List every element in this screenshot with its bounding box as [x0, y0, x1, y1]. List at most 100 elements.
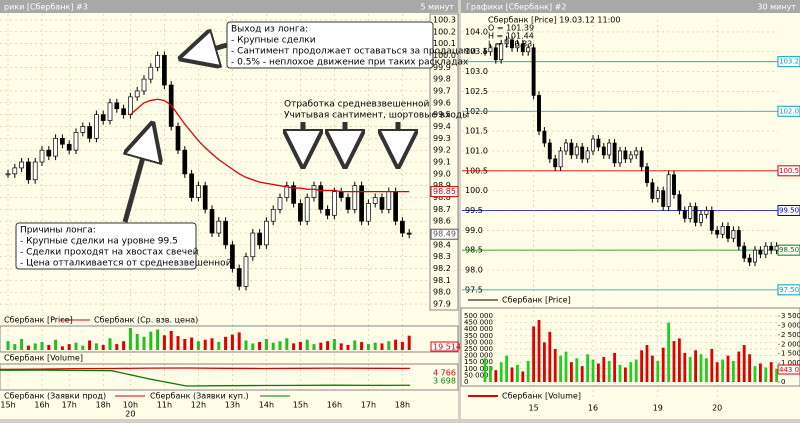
y2-tick-label: 2 500	[781, 331, 800, 339]
volume-bar	[688, 356, 692, 382]
candle	[304, 197, 310, 222]
volume-bar	[516, 364, 519, 382]
volume-bar	[230, 334, 234, 350]
x-tick-label: 14h	[259, 401, 274, 410]
candle	[73, 132, 79, 151]
candle	[763, 245, 768, 255]
candle	[359, 185, 364, 222]
left-titlebar[interactable]	[0, 0, 458, 13]
y2-tick-label: 3 500	[781, 312, 800, 320]
y2-tick-label: 3 000	[781, 321, 800, 329]
candle	[693, 206, 698, 223]
window-title: рики [Сбербанк] #3	[4, 3, 88, 12]
candle	[291, 185, 296, 204]
volume-bar	[224, 336, 228, 350]
y-tick-label: 99.0	[433, 169, 451, 178]
right-titlebar[interactable]	[461, 0, 800, 13]
price-tag-label: 98.50	[779, 246, 799, 254]
candle	[526, 47, 531, 53]
y-tick-label: 450 000	[464, 319, 493, 327]
volume-bar	[494, 370, 498, 382]
candle	[666, 174, 671, 207]
orders-line	[0, 367, 411, 371]
y-tick-label: 99.0	[465, 226, 483, 235]
y2-tick-label: 1 500	[781, 350, 800, 358]
volume-bar	[332, 339, 336, 350]
note-line: Учитывая сантимент, шортовые входы	[284, 111, 469, 121]
volume-bar	[564, 351, 568, 382]
volume-bar	[162, 335, 166, 350]
volume-bar	[394, 339, 398, 350]
candle	[493, 47, 498, 61]
candle	[704, 210, 709, 215]
x-tick-label: 15h	[0, 401, 15, 410]
candle	[94, 114, 99, 139]
candle	[379, 197, 385, 210]
candle	[601, 146, 606, 156]
readout: 19 514	[433, 343, 461, 352]
volume-bar	[732, 360, 735, 382]
volume-bar	[483, 358, 487, 382]
candle	[114, 102, 120, 110]
volume-bar	[602, 356, 606, 382]
volume-bar	[366, 344, 370, 350]
price-tag-label: 103.25	[779, 58, 800, 66]
volume-bar	[769, 362, 773, 382]
price-tag-label: 99.50	[779, 206, 799, 214]
candle	[175, 126, 181, 151]
candle	[39, 149, 45, 163]
y-tick-label: 99.8	[433, 75, 451, 84]
candle	[488, 47, 493, 53]
candle	[510, 39, 514, 49]
volume-bar	[699, 354, 703, 382]
volume-bar	[292, 343, 296, 350]
note: Выход из лонга:- Крупные сделки- Сантиме…	[226, 21, 476, 69]
candle	[107, 102, 113, 121]
candle	[542, 130, 547, 144]
timeframe: 30 минут	[757, 3, 796, 12]
legend-label: Сбербанк (Ср. взв. цена)	[94, 316, 198, 325]
candle	[504, 39, 509, 45]
candle	[345, 197, 351, 210]
volume-bar	[122, 341, 126, 350]
y-tick-label: 500 000	[464, 312, 493, 320]
candle	[645, 166, 649, 184]
volume-panel	[0, 325, 459, 353]
x-tick-label: 17h	[62, 401, 77, 410]
y-tick-label: 300 000	[464, 338, 493, 346]
volume-bar	[764, 367, 768, 382]
candle	[726, 225, 730, 239]
candle	[216, 220, 222, 234]
volume-bar	[373, 342, 377, 350]
readout: 3 698	[433, 377, 456, 386]
y-tick-label: 250 000	[464, 345, 493, 353]
candle	[731, 229, 736, 239]
candle	[202, 185, 208, 210]
volume-bar	[88, 340, 92, 350]
candle	[26, 161, 31, 181]
candle	[612, 142, 617, 164]
candle	[747, 257, 752, 263]
volume-bar	[278, 341, 282, 350]
volume-bar	[645, 345, 649, 382]
volume-bar	[13, 344, 17, 350]
candle	[366, 203, 371, 222]
note-line: - 0.5% - неплохое движение при таких рас…	[231, 58, 469, 68]
volume-bar	[251, 343, 255, 350]
candle	[264, 220, 269, 246]
candle	[189, 173, 194, 198]
y-tick-label: 98.3	[433, 252, 451, 261]
volume-bar	[553, 348, 557, 382]
candle	[250, 232, 256, 258]
volume-bar	[183, 339, 187, 350]
volume-bar	[705, 358, 708, 382]
note-line: Отработка средневзвешенной	[284, 100, 429, 110]
y-tick-label: 99.2	[433, 146, 451, 155]
price-tag-label: 102.00	[779, 107, 800, 115]
y-tick-label: 98.4	[433, 240, 451, 249]
legend-label: Сбербанк [Price]	[502, 296, 571, 305]
candle	[372, 197, 378, 204]
candle	[715, 229, 720, 235]
candle	[682, 210, 687, 219]
